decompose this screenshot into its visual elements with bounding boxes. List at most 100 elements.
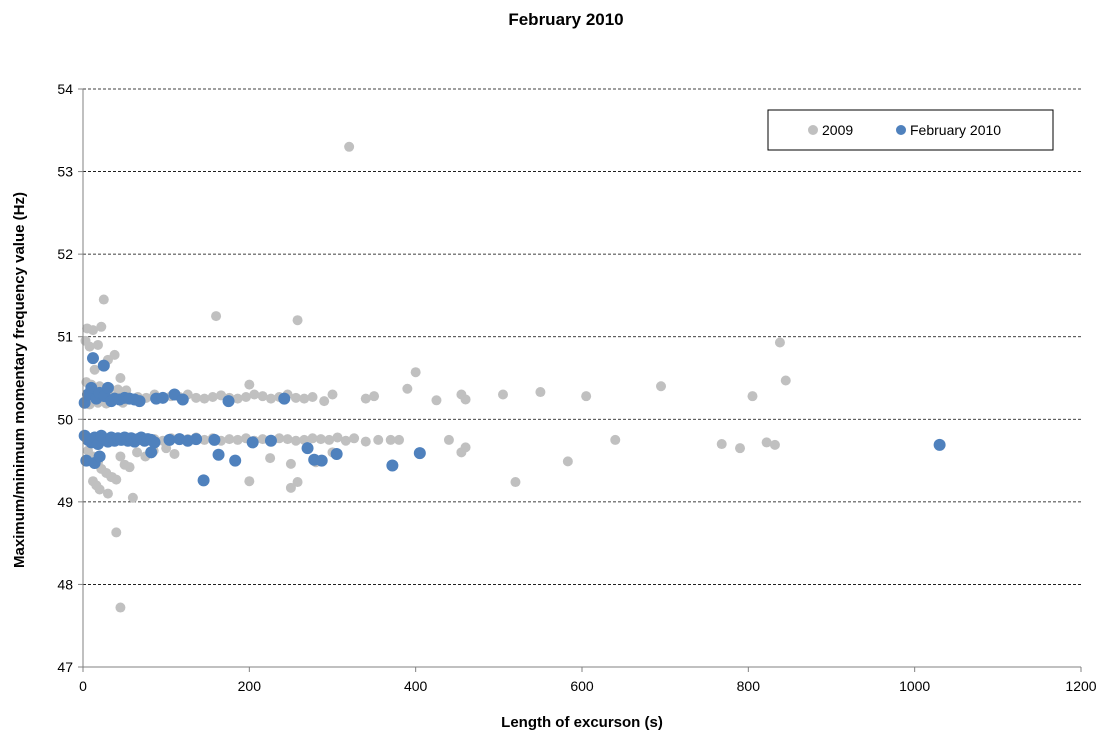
x-axis-title: Length of excurson (s) — [501, 714, 663, 731]
point-2009 — [315, 434, 326, 445]
point-2009 — [344, 141, 355, 152]
point-2009 — [199, 434, 210, 445]
point-2009 — [115, 373, 126, 383]
point-2009 — [581, 391, 592, 402]
point-2009 — [319, 396, 330, 407]
point-2009 — [460, 394, 471, 405]
point-2009 — [332, 432, 343, 443]
x-tick-label: 0 — [79, 678, 87, 694]
point-2009 — [290, 392, 301, 403]
point-2009 — [244, 476, 255, 487]
point-2009 — [340, 435, 351, 446]
point-feb-2010 — [330, 447, 343, 460]
point-2009 — [497, 389, 508, 400]
point-feb-2010 — [156, 391, 169, 404]
point-2009 — [257, 391, 268, 402]
point-2009 — [98, 294, 109, 305]
point-2009 — [443, 434, 454, 445]
point-2009 — [244, 379, 255, 390]
point-2009 — [199, 393, 210, 404]
point-feb-2010 — [148, 436, 161, 449]
point-2009 — [394, 434, 405, 445]
point-2009 — [265, 453, 276, 464]
y-tick-labels: 47 48 49 50 51 52 53 54 — [57, 81, 83, 675]
point-2009 — [369, 391, 380, 402]
point-2009 — [769, 439, 780, 450]
data-points — [78, 141, 946, 613]
point-2009 — [373, 434, 384, 445]
point-feb-2010 — [212, 448, 225, 461]
y-axis-title: Maximum/minimum momentary frequency valu… — [11, 192, 28, 568]
point-2009 — [232, 393, 243, 404]
point-feb-2010 — [222, 395, 235, 408]
point-2009 — [249, 389, 260, 400]
point-feb-2010 — [145, 446, 158, 459]
legend-marker-feb-2010 — [896, 125, 906, 135]
legend: 2009 February 2010 — [767, 109, 1054, 151]
x-tick-label: 200 — [238, 678, 262, 694]
x-tick-label: 600 — [570, 678, 594, 694]
axes — [82, 89, 1081, 668]
point-2009 — [132, 447, 143, 458]
point-feb-2010 — [86, 352, 99, 365]
y-tick-label: 53 — [57, 164, 73, 180]
point-feb-2010 — [97, 359, 110, 372]
point-2009 — [456, 447, 467, 458]
point-2009 — [761, 437, 772, 448]
point-feb-2010 — [301, 442, 314, 455]
point-feb-2010 — [133, 395, 146, 408]
point-feb-2010 — [229, 454, 242, 467]
x-tick-label: 1200 — [1065, 678, 1096, 694]
point-2009 — [111, 527, 122, 538]
point-2009 — [87, 325, 98, 336]
point-feb-2010 — [413, 447, 426, 460]
point-2009 — [191, 392, 202, 403]
point-2009 — [102, 488, 113, 499]
point-2009 — [307, 391, 318, 402]
point-2009 — [610, 434, 621, 445]
point-feb-2010 — [386, 459, 399, 472]
legend-label-feb-2010: February 2010 — [910, 122, 1001, 138]
legend-marker-2009 — [808, 125, 818, 135]
point-2009 — [431, 395, 442, 406]
point-2009 — [285, 482, 296, 493]
point-feb-2010 — [176, 393, 189, 406]
point-2009 — [112, 384, 123, 395]
y-tick-label: 50 — [57, 411, 73, 427]
point-2009 — [94, 484, 105, 495]
point-2009 — [535, 387, 546, 398]
point-2009 — [292, 477, 303, 488]
point-2009 — [232, 434, 243, 445]
point-2009 — [360, 393, 371, 404]
point-feb-2010 — [246, 436, 259, 449]
x-tick-label: 400 — [404, 678, 428, 694]
point-2009 — [510, 477, 521, 488]
point-2009 — [224, 434, 235, 445]
point-feb-2010 — [208, 433, 221, 446]
x-tick-label: 800 — [737, 678, 761, 694]
point-2009 — [292, 315, 303, 326]
point-2009 — [780, 375, 791, 386]
point-2009 — [774, 337, 785, 348]
point-2009 — [282, 434, 293, 445]
point-feb-2010 — [163, 433, 176, 446]
y-tick-label: 51 — [57, 329, 73, 345]
point-2009 — [324, 434, 335, 445]
point-2009 — [410, 367, 421, 378]
point-2009 — [169, 448, 180, 459]
point-2009 — [107, 472, 118, 483]
point-2009 — [89, 364, 100, 375]
gridlines — [83, 88, 1081, 585]
point-2009 — [349, 433, 360, 444]
point-2009 — [124, 462, 135, 473]
point-2009 — [265, 393, 276, 404]
point-2009 — [96, 321, 107, 332]
point-feb-2010 — [197, 474, 210, 487]
point-2009 — [747, 391, 758, 402]
point-feb-2010 — [190, 433, 203, 446]
point-2009 — [327, 389, 338, 400]
x-tick-label: 1000 — [899, 678, 930, 694]
y-tick-label: 54 — [57, 81, 73, 97]
point-2009 — [115, 451, 126, 462]
point-2009 — [115, 602, 126, 613]
